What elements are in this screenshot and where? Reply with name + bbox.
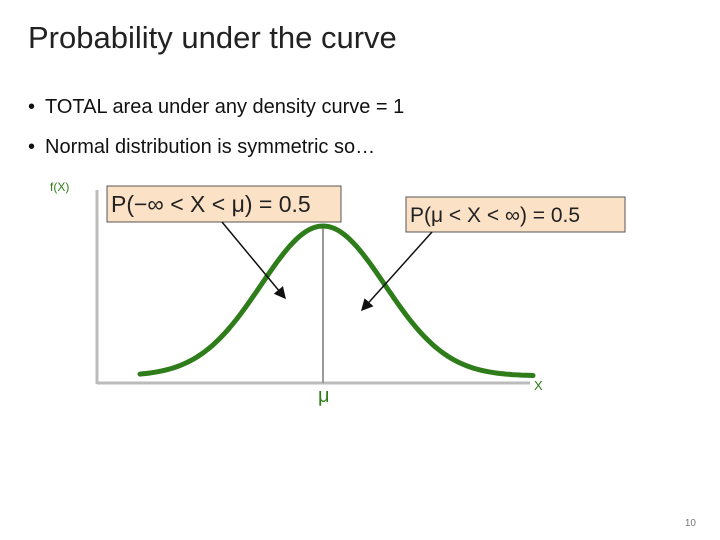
y-axis-label: f(X) — [50, 180, 69, 194]
page-number: 10 — [684, 518, 696, 529]
arrow — [221, 221, 286, 300]
right-box — [405, 196, 626, 233]
density-curve — [137, 223, 536, 378]
right-box-text: P(μ < X < ∞) = 0.5 — [410, 204, 580, 227]
mean-label: μ — [318, 385, 330, 407]
x-axis-label: X — [534, 378, 543, 393]
bullet: Normal distribution is symmetric so… — [28, 136, 375, 159]
slide-title: Probability under the curve — [28, 20, 397, 55]
bullet: TOTAL area under any density curve = 1 — [28, 96, 404, 119]
arrow — [360, 231, 433, 312]
left-box — [106, 185, 342, 223]
left-box-text: P(−∞ < X < μ) = 0.5 — [111, 191, 311, 217]
